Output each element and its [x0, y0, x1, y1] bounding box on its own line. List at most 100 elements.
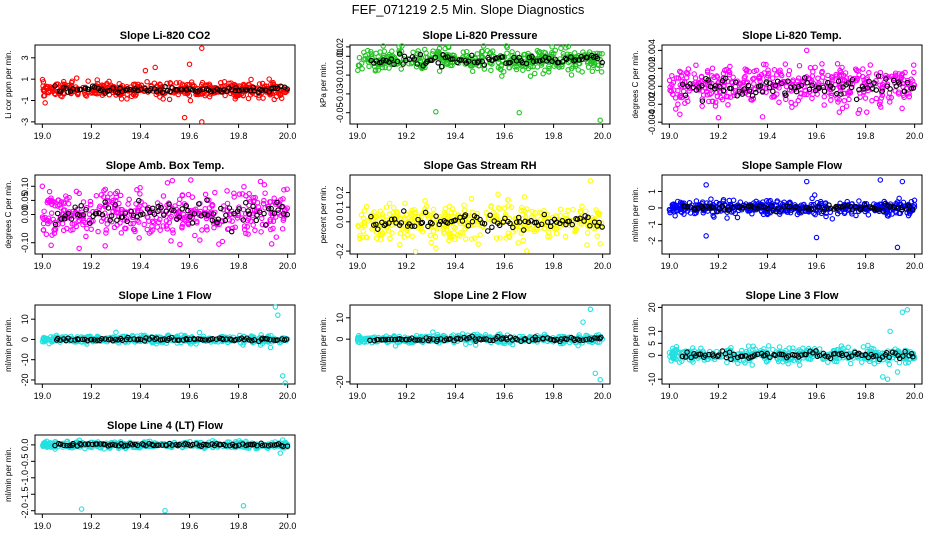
data-point — [364, 234, 370, 241]
data-point — [902, 69, 908, 76]
data-point — [131, 226, 138, 233]
data-point — [480, 223, 486, 230]
data-point — [263, 221, 270, 228]
reference-point — [223, 212, 229, 218]
data-point — [570, 206, 576, 213]
reference-point — [99, 212, 106, 218]
data-point — [228, 211, 234, 217]
data-point — [448, 209, 455, 216]
data-point — [447, 234, 453, 241]
reference-point — [530, 58, 537, 65]
data-point — [700, 88, 706, 94]
data-point — [557, 212, 563, 219]
x-tick-label: 19.2 — [398, 131, 416, 141]
data-point — [422, 46, 428, 53]
data-point — [888, 94, 894, 101]
data-point — [878, 104, 884, 110]
data-point — [386, 51, 393, 58]
reference-point — [462, 212, 469, 218]
data-point — [461, 202, 467, 208]
reference-point — [597, 335, 603, 342]
reference-point — [119, 214, 125, 220]
reference-point — [857, 207, 864, 213]
reference-point — [734, 93, 740, 99]
data-point — [494, 212, 500, 219]
reference-point — [262, 335, 268, 342]
outlier-point — [904, 307, 911, 313]
data-point — [149, 223, 155, 230]
y-tick-label: -0.03 — [335, 84, 345, 105]
data-point — [795, 97, 802, 104]
reference-point — [486, 56, 492, 63]
reference-point — [682, 92, 689, 98]
reference-point — [774, 78, 781, 84]
reference-point — [403, 337, 410, 343]
data-point — [448, 233, 454, 239]
reference-point — [93, 210, 99, 217]
data-point — [711, 214, 717, 220]
data-point — [769, 75, 776, 81]
data-point — [704, 69, 711, 76]
reference-point — [85, 86, 92, 93]
data-point — [787, 209, 794, 216]
reference-point — [72, 204, 78, 210]
data-point — [48, 210, 55, 216]
data-point — [45, 217, 51, 224]
outlier-point — [894, 244, 901, 251]
reference-point — [58, 89, 64, 95]
reference-point — [559, 58, 566, 65]
data-point — [408, 216, 415, 223]
reference-point — [723, 354, 730, 361]
data-point — [795, 75, 802, 81]
data-point — [63, 193, 69, 199]
data-point — [361, 220, 368, 227]
data-point — [552, 47, 559, 54]
reference-point — [68, 216, 75, 222]
reference-point — [204, 212, 211, 219]
reference-point — [759, 89, 766, 95]
y-axis-label: degrees C per min. — [631, 50, 640, 118]
data-point — [133, 201, 139, 207]
data-point — [678, 73, 685, 79]
reference-point — [368, 213, 374, 220]
data-point — [180, 221, 186, 227]
reference-point — [136, 197, 142, 204]
reference-point — [239, 87, 245, 93]
data-point — [175, 334, 181, 341]
data-point — [743, 68, 750, 74]
data-point — [244, 224, 251, 230]
data-point — [80, 221, 86, 228]
y-tick-label: 0.02 — [335, 38, 345, 56]
data-point — [157, 227, 163, 233]
reference-point — [427, 336, 433, 342]
data-point — [790, 345, 796, 351]
data-point — [380, 43, 387, 49]
data-point — [115, 210, 122, 216]
data-point — [703, 88, 710, 95]
y-tick-label: 3 — [20, 55, 30, 60]
reference-point — [434, 336, 441, 343]
x-tick-label: 19.0 — [34, 521, 52, 531]
reference-point — [140, 211, 146, 217]
x-tick-label: 20.0 — [279, 391, 297, 401]
x-tick-label: 19.6 — [181, 391, 199, 401]
reference-point — [134, 87, 141, 94]
reference-point — [91, 337, 97, 343]
data-point — [774, 199, 780, 205]
reference-point — [538, 221, 545, 228]
data-point — [164, 180, 171, 186]
data-point — [879, 81, 886, 88]
y-tick-label: 0 — [647, 205, 657, 210]
data-point — [726, 71, 733, 78]
y-tick-label: -2.0 — [20, 503, 30, 519]
data-point — [85, 78, 91, 84]
data-point — [742, 360, 748, 366]
data-point — [564, 51, 571, 58]
data-point — [846, 96, 852, 103]
data-point — [252, 227, 258, 234]
data-point — [796, 62, 803, 69]
x-tick-label: 19.8 — [545, 131, 563, 141]
outlier-point — [396, 44, 402, 50]
x-tick-label: 19.0 — [349, 131, 367, 141]
